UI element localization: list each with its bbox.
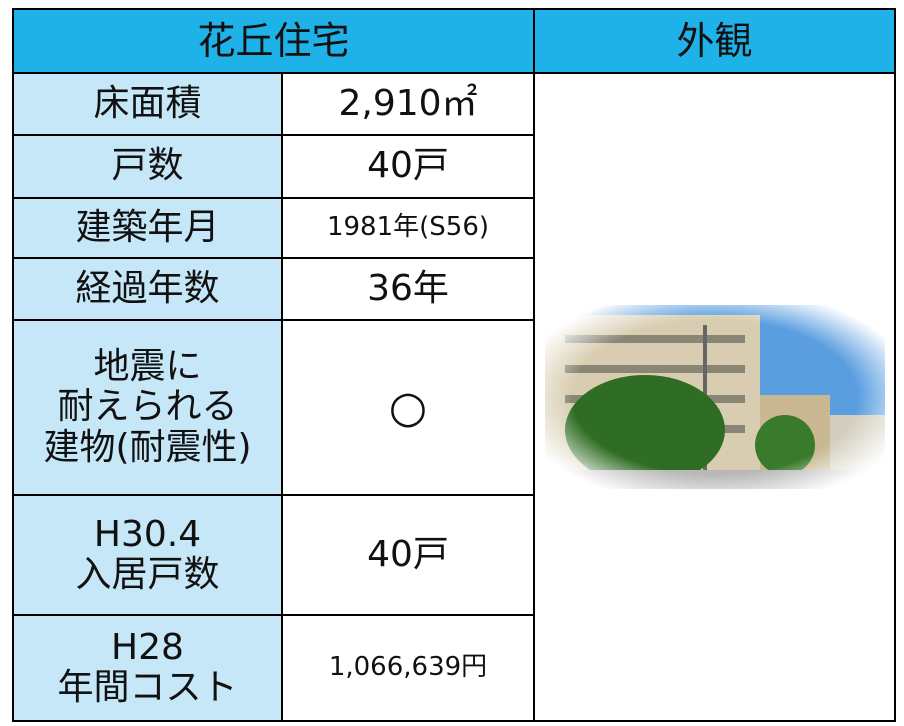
building-photo [544, 305, 885, 489]
row-label: H30.4 入居戸数 [12, 494, 283, 616]
photo-cell [533, 72, 896, 722]
row-label: H28 年間コスト [12, 614, 283, 722]
row-value: 1981年(S56) [281, 197, 535, 259]
row-value: ○ [281, 319, 535, 496]
row-value: 2,910㎡ [281, 72, 535, 136]
row-label: 地震に 耐えられる 建物(耐震性) [12, 319, 283, 496]
row-label: 床面積 [12, 72, 283, 136]
row-label: 建築年月 [12, 197, 283, 259]
row-value: 40戸 [281, 134, 535, 199]
row-value: 1,066,639円 [281, 614, 535, 722]
row-value: 36年 [281, 257, 535, 321]
row-value: 40戸 [281, 494, 535, 616]
row-label: 経過年数 [12, 257, 283, 321]
header-photo-label: 外観 [533, 8, 896, 74]
row-label: 戸数 [12, 134, 283, 199]
header-title: 花丘住宅 [12, 8, 535, 74]
